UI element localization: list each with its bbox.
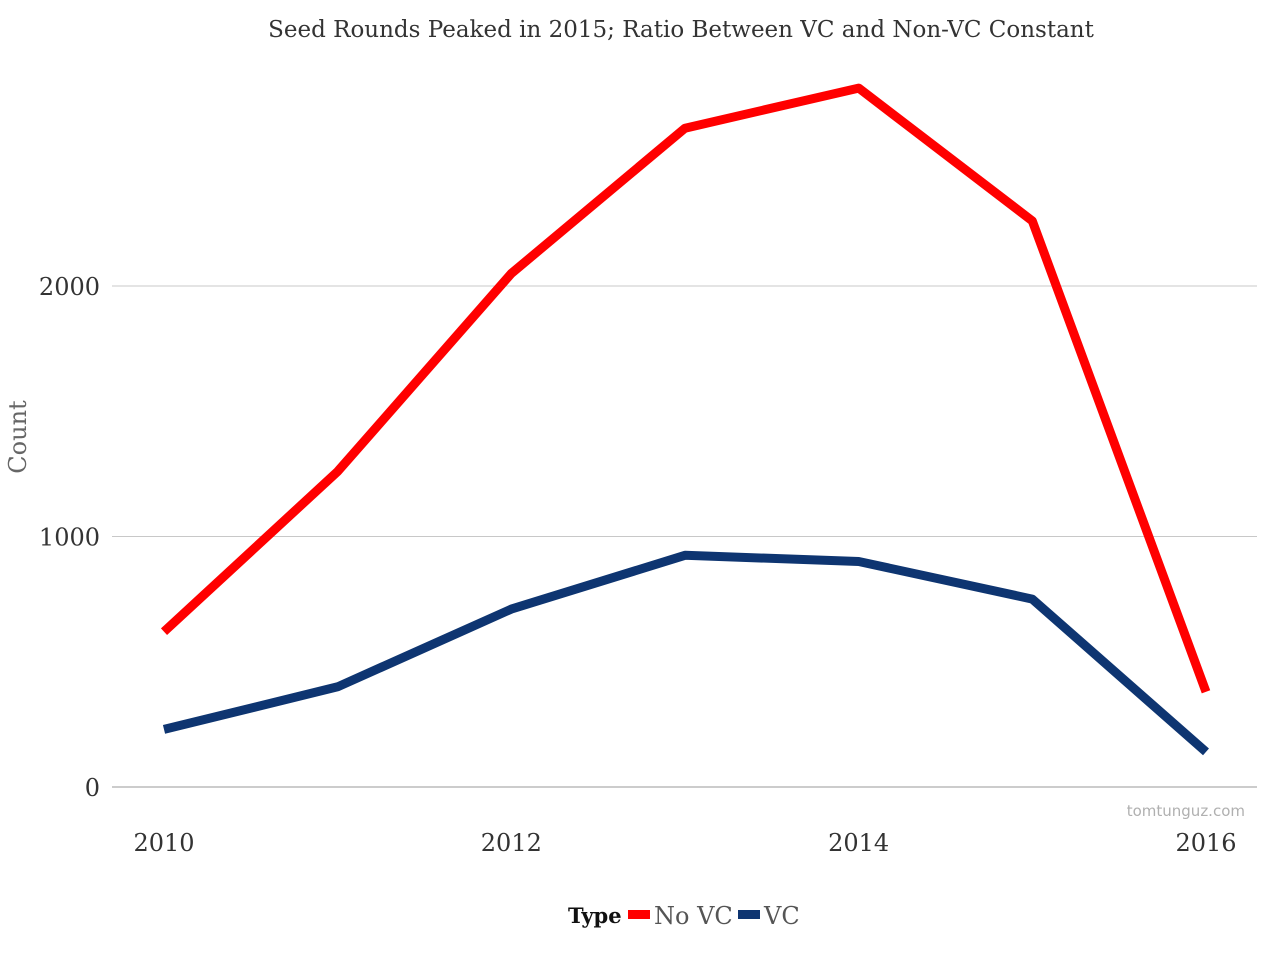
chart-title: Seed Rounds Peaked in 2015; Ratio Betwee…: [268, 17, 1094, 43]
legend-label-vc: VC: [763, 902, 800, 930]
legend-swatch-no-vc: [628, 910, 650, 919]
x-tick-label: 2012: [481, 829, 542, 857]
legend: Type No VC VC: [568, 902, 800, 930]
series-line-vc: [162, 550, 1209, 756]
legend-swatch-vc: [738, 910, 760, 919]
x-tick-label: 2016: [1175, 829, 1236, 857]
y-tick-label: 2000: [39, 273, 100, 301]
x-tick-label: 2014: [828, 829, 889, 857]
series-lines: [160, 83, 1211, 756]
x-tick-label: 2010: [133, 829, 194, 857]
y-axis-label: Count: [4, 400, 32, 474]
legend-title: Type: [568, 903, 622, 928]
legend-label-no-vc: No VC: [654, 902, 733, 930]
grid-lines: [112, 285, 1257, 537]
y-tick-label: 1000: [39, 524, 100, 552]
series-line-no-vc: [160, 83, 1211, 694]
y-tick-label: 0: [85, 774, 100, 802]
watermark: tomtunguz.com: [1127, 802, 1245, 820]
axes: 0 1000 2000 2010 2012 2014 2016: [39, 273, 1257, 857]
